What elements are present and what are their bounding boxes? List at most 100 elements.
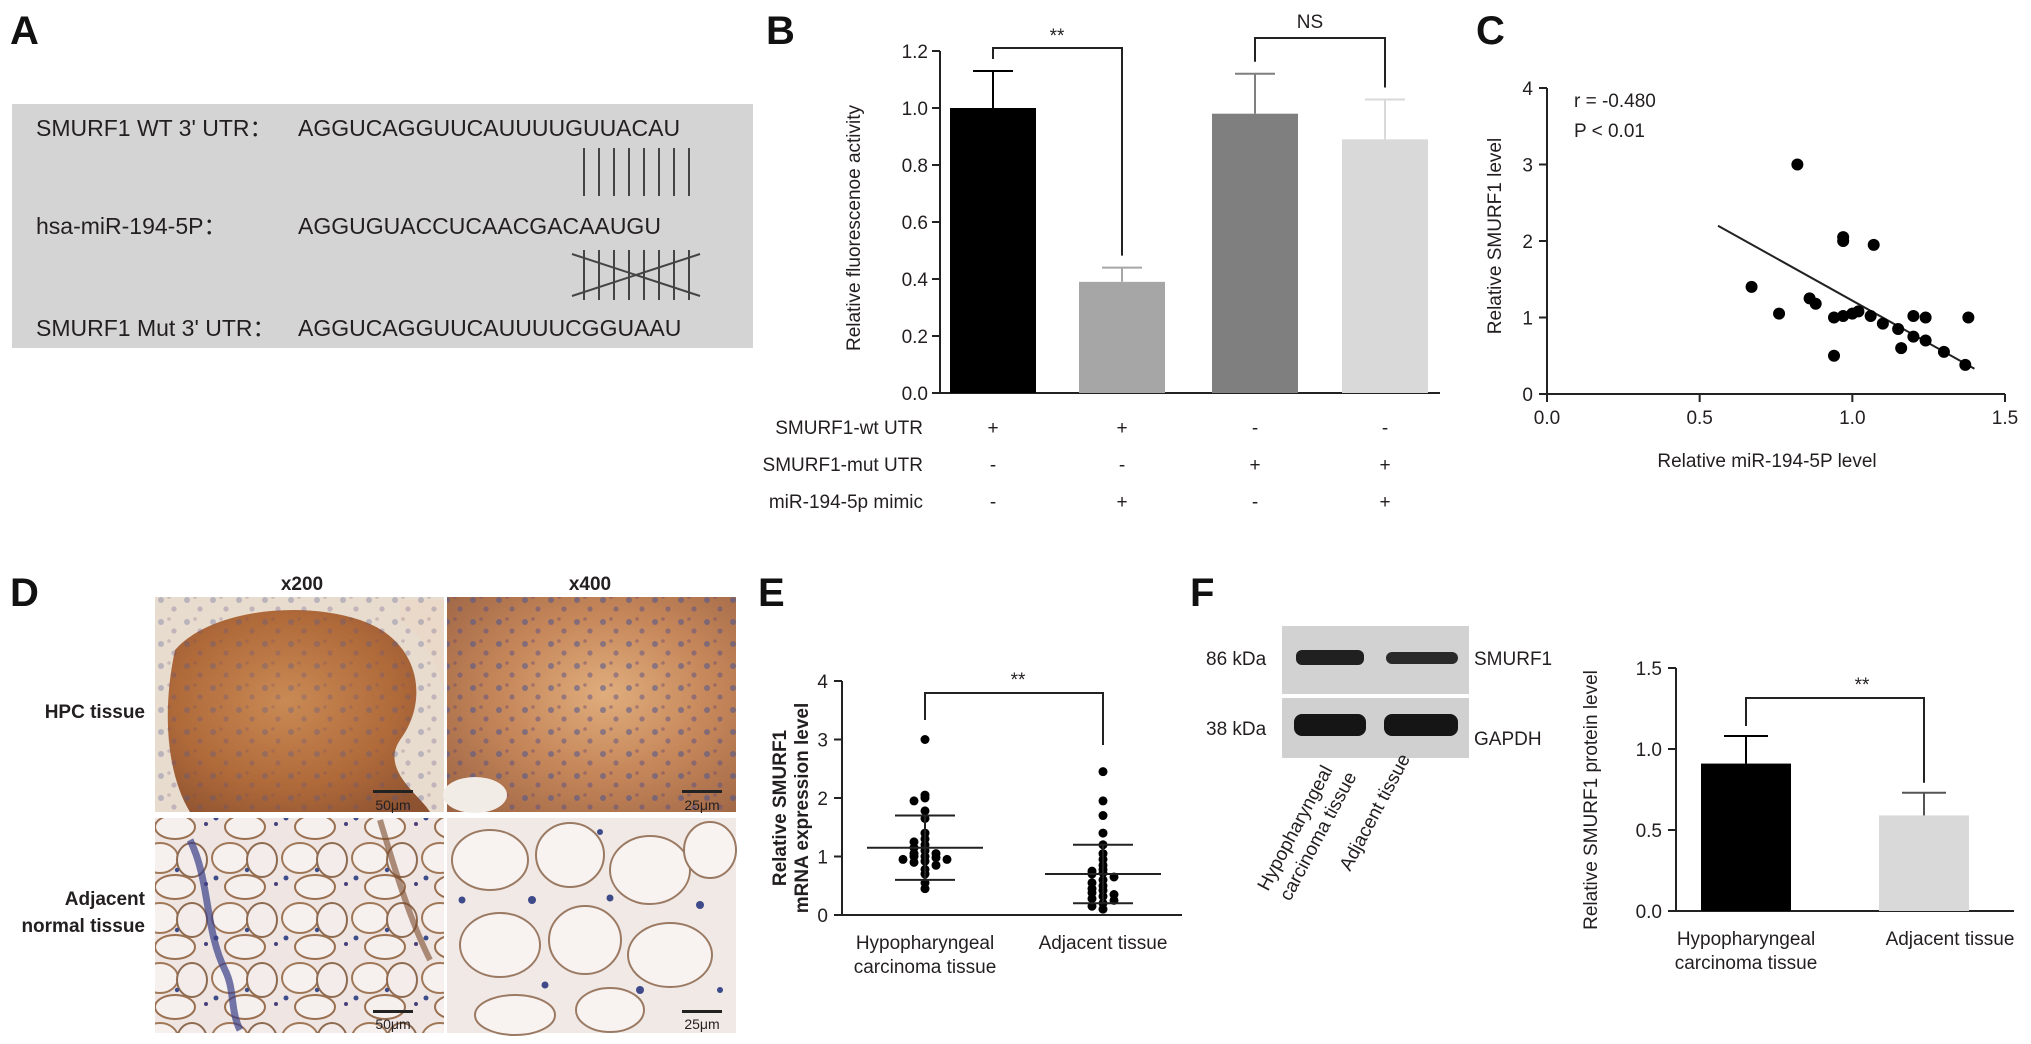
d-row-hpc: HPC tissue <box>45 702 145 723</box>
mirna-sequence: AGGUGUACCUCAACGACAAUGU <box>298 213 661 239</box>
ihc-image-hpc-x200: 50μm <box>155 597 444 813</box>
scale-bar-label: 25μm <box>684 1016 719 1032</box>
d-col-x200: x200 <box>281 574 323 595</box>
e-point <box>920 793 930 803</box>
c-x-tick-label: 1.0 <box>1839 408 1865 429</box>
c-point <box>1852 305 1865 318</box>
band-gapdh-tumor <box>1294 714 1366 736</box>
scale-bar-label: 25μm <box>684 797 719 813</box>
c-point <box>1895 342 1908 355</box>
panel-label-a: A <box>10 9 39 53</box>
row-mut-utr: SMURF1-mut UTR <box>763 455 923 476</box>
e-point <box>1098 828 1108 838</box>
band-smurf1-tumor <box>1296 650 1364 665</box>
e-tick-label: 3 <box>817 731 828 752</box>
c-point <box>1867 238 1880 251</box>
e-tick-label: 1 <box>817 848 828 869</box>
c-x-tick-label: 1.5 <box>1992 408 2018 429</box>
panel-label-f: F <box>1190 571 1214 615</box>
e-point <box>909 796 919 806</box>
sequence-box <box>12 104 753 348</box>
b-bar <box>950 108 1036 393</box>
c-point <box>1837 309 1850 322</box>
sign: - <box>990 455 996 476</box>
f-y-axis-label: Relative SMURF1 protein level <box>1581 670 1602 930</box>
e-y-axis-label-2: mRNA expression level <box>792 703 813 914</box>
band-smurf1-adjacent <box>1386 652 1458 664</box>
e-sig-bracket <box>924 692 1104 745</box>
f-x-label-1b: carcinoma tissue <box>1675 953 1818 974</box>
c-point <box>1837 235 1850 247</box>
sign: - <box>1382 418 1388 439</box>
b-y-axis-label: Relative fluorescenoe activity <box>844 104 865 351</box>
f-x-label-1a: Hypopharyngeal <box>1677 929 1815 950</box>
e-point <box>931 853 941 863</box>
panel-label-e: E <box>758 571 785 615</box>
e-y-axis-label-1: Relative SMURF1 <box>770 729 791 886</box>
e-point <box>1098 796 1108 806</box>
c-point <box>1876 317 1889 330</box>
e-point <box>942 854 952 864</box>
c-point <box>1892 322 1905 335</box>
b-tick-label: 0.2 <box>902 327 928 348</box>
sign: + <box>987 418 998 439</box>
panel-f: F 86 kDa 38 kDa SMURF1 GAPDH Hypopharyng… <box>1190 571 2014 974</box>
f-sig-bracket <box>1745 697 1925 783</box>
c-x-axis-label: Relative miR-194-5P level <box>1657 451 1876 472</box>
e-x-label-1b: carcinoma tissue <box>854 957 997 978</box>
e-point <box>898 854 908 864</box>
f-tick-label: 0.5 <box>1636 821 1662 842</box>
c-x-tick-label: 0.0 <box>1534 408 1560 429</box>
mirna-name: hsa-miR-194-5P： <box>36 213 226 239</box>
mutation-crosses <box>571 250 701 300</box>
sign: + <box>1116 492 1127 513</box>
scale-bar-label: 50μm <box>375 1016 410 1032</box>
b-tick-label: 0.0 <box>902 384 928 405</box>
sign: - <box>1119 455 1125 476</box>
protein-bar-chart: 0.0 0.5 1.0 1.5 <box>1636 659 2014 923</box>
sign: - <box>1252 492 1258 513</box>
e-point <box>920 735 930 744</box>
b-bar <box>1079 281 1165 393</box>
c-point <box>1959 358 1972 371</box>
panel-c: C 0 1 2 3 4 0.0 0.5 1.0 1.5 Relative SMURF1 leve… <box>1476 9 2018 472</box>
c-point <box>1919 334 1932 347</box>
kda-38: 38 kDa <box>1206 719 1267 740</box>
e-tick-label: 0 <box>817 906 828 927</box>
panel-label-c: C <box>1476 9 1505 53</box>
b-bar <box>1212 113 1298 393</box>
luciferase-bar-chart: 0.0 0.2 0.4 0.6 0.8 1.0 1.2 <box>902 37 1440 405</box>
c-x-tick-label: 0.5 <box>1686 408 1712 429</box>
band-label-gapdh: GAPDH <box>1474 729 1542 750</box>
panel-d: D x200 x400 HPC tissue Adjacent normal t… <box>10 571 737 1036</box>
sign: - <box>1252 418 1258 439</box>
wt-utr-name: SMURF1 WT 3' UTR： <box>36 115 273 141</box>
c-point <box>1907 309 1920 322</box>
pairing-lines <box>583 148 690 196</box>
e-point <box>920 806 930 816</box>
e-point <box>1098 904 1108 914</box>
d-row-adjacent-2: normal tissue <box>21 916 145 937</box>
f-bar <box>1879 815 1969 911</box>
d-col-x400: x400 <box>569 574 611 595</box>
band-label-smurf1: SMURF1 <box>1474 649 1552 670</box>
c-y-tick-label: 1 <box>1522 309 1533 330</box>
e-tick-label: 4 <box>817 672 828 693</box>
c-point <box>1828 311 1841 324</box>
c-y-tick-label: 4 <box>1522 79 1533 100</box>
c-point <box>1828 349 1841 362</box>
b-tick-label: 1.2 <box>902 42 928 63</box>
c-fit-line <box>1717 224 1975 370</box>
b-tick-label: 1.0 <box>902 99 928 120</box>
c-y-tick-label: 2 <box>1522 232 1533 253</box>
scale-bar-label: 50μm <box>375 797 410 813</box>
b-sig-bracket <box>992 47 1123 256</box>
lane-label-2: Adjacent tissue <box>1336 751 1415 875</box>
f-x-label-2: Adjacent tissue <box>1886 929 2015 950</box>
sign: + <box>1116 418 1127 439</box>
b-tick-label: 0.8 <box>902 156 928 177</box>
e-point <box>1098 767 1108 777</box>
mut-utr-name: SMURF1 Mut 3' UTR： <box>36 315 276 341</box>
